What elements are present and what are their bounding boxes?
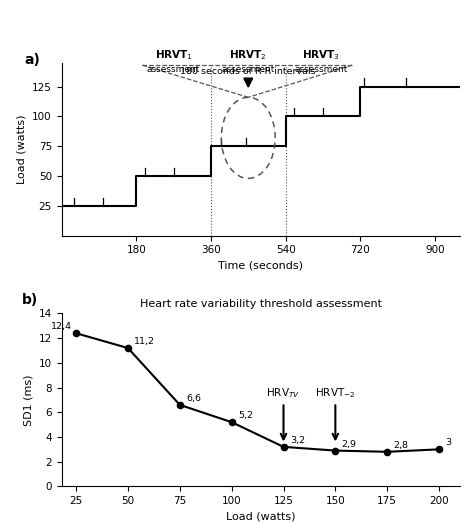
Title: Heart rate variability threshold assessment: Heart rate variability threshold assessm… bbox=[140, 299, 382, 309]
X-axis label: Time (seconds): Time (seconds) bbox=[218, 261, 303, 271]
Text: 2,9: 2,9 bbox=[342, 440, 356, 449]
Text: HRV$_{TV}$: HRV$_{TV}$ bbox=[266, 386, 301, 400]
Y-axis label: Load (watts): Load (watts) bbox=[17, 115, 27, 184]
Text: assessment: assessment bbox=[221, 64, 275, 74]
Text: 5,2: 5,2 bbox=[238, 411, 253, 420]
Text: 6,6: 6,6 bbox=[186, 394, 201, 403]
Text: HRVT$_2$: HRVT$_2$ bbox=[229, 48, 267, 62]
Text: HRVT$_3$: HRVT$_3$ bbox=[302, 48, 340, 62]
Y-axis label: SD1 (ms): SD1 (ms) bbox=[23, 374, 33, 426]
Text: 3,2: 3,2 bbox=[290, 436, 305, 445]
Text: 2,8: 2,8 bbox=[393, 441, 409, 450]
Text: assessment: assessment bbox=[147, 64, 201, 74]
Text: 12,4: 12,4 bbox=[51, 322, 72, 332]
Text: a): a) bbox=[24, 53, 40, 67]
Text: 3: 3 bbox=[445, 438, 451, 448]
Text: b): b) bbox=[22, 293, 38, 306]
Text: 11,2: 11,2 bbox=[134, 337, 155, 346]
Text: HRVT$_{-2}$: HRVT$_{-2}$ bbox=[315, 386, 356, 400]
Text: HRVT$_1$: HRVT$_1$ bbox=[155, 48, 192, 62]
X-axis label: Load (watts): Load (watts) bbox=[226, 511, 295, 521]
Text: assessment: assessment bbox=[294, 64, 347, 74]
Text: 180 seconds of R-R intervals: 180 seconds of R-R intervals bbox=[181, 66, 316, 76]
